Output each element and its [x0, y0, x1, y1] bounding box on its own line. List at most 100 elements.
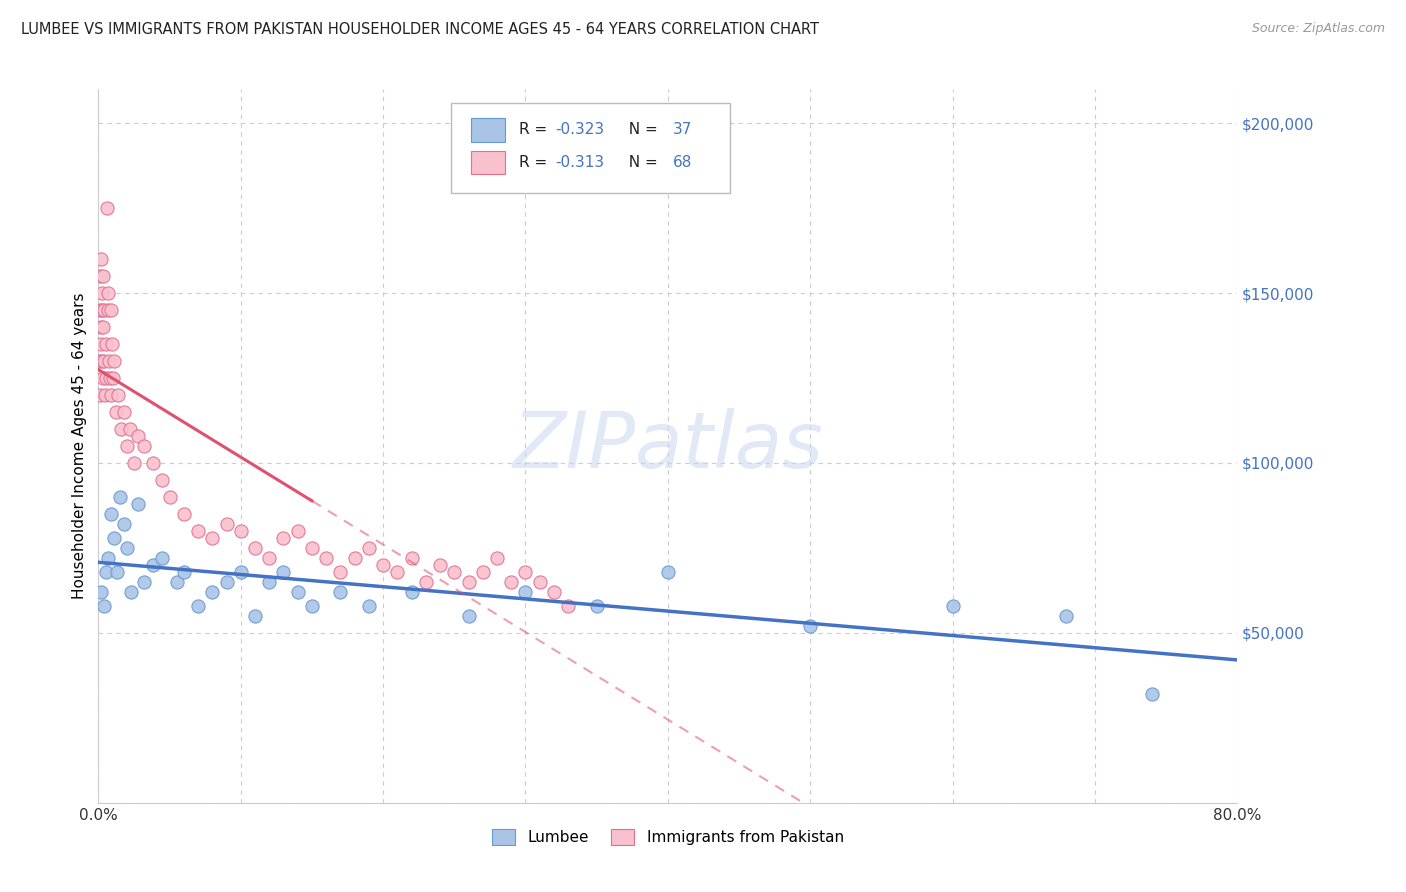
Point — [89, 303, 111, 318]
Point — [401, 585, 423, 599]
Text: ZIPatlas: ZIPatlas — [512, 408, 824, 484]
Point — [229, 524, 252, 538]
Point — [97, 286, 120, 301]
Point — [132, 439, 155, 453]
Point — [273, 531, 295, 545]
Point — [93, 303, 115, 318]
Point — [96, 201, 118, 215]
Point — [98, 354, 121, 368]
Point — [273, 565, 295, 579]
Point — [501, 574, 523, 589]
Point — [90, 303, 112, 318]
Point — [94, 388, 117, 402]
Text: LUMBEE VS IMMIGRANTS FROM PAKISTAN HOUSEHOLDER INCOME AGES 45 - 64 YEARS CORRELA: LUMBEE VS IMMIGRANTS FROM PAKISTAN HOUSE… — [21, 22, 820, 37]
Point — [173, 507, 195, 521]
Point — [90, 585, 112, 599]
Point — [529, 574, 551, 589]
Point — [100, 388, 122, 402]
Point — [415, 574, 437, 589]
Point — [187, 524, 209, 538]
Point — [100, 303, 122, 318]
Point — [585, 599, 607, 613]
Legend: Lumbee, Immigrants from Pakistan: Lumbee, Immigrants from Pakistan — [492, 830, 844, 845]
Text: -0.313: -0.313 — [555, 155, 605, 170]
Point — [103, 531, 125, 545]
Point — [371, 558, 394, 572]
Point — [110, 422, 132, 436]
Point — [471, 565, 494, 579]
Point — [94, 565, 117, 579]
Point — [557, 599, 579, 613]
Point — [118, 422, 141, 436]
Point — [101, 337, 124, 351]
Point — [90, 337, 112, 351]
Text: 68: 68 — [672, 155, 692, 170]
Point — [457, 608, 479, 623]
Point — [93, 354, 115, 368]
Point — [357, 541, 380, 555]
Point — [97, 551, 120, 566]
Text: R =: R = — [519, 122, 551, 137]
Point — [173, 565, 195, 579]
Point — [112, 405, 135, 419]
Y-axis label: Householder Income Ages 45 - 64 years: Householder Income Ages 45 - 64 years — [72, 293, 87, 599]
Point — [90, 252, 112, 266]
Point — [429, 558, 451, 572]
Point — [101, 371, 124, 385]
Point — [115, 541, 138, 555]
Point — [141, 558, 163, 572]
Point — [127, 497, 149, 511]
Point — [132, 574, 155, 589]
Point — [104, 405, 127, 419]
FancyBboxPatch shape — [451, 103, 731, 193]
Point — [122, 456, 145, 470]
Point — [98, 371, 121, 385]
Point — [243, 608, 266, 623]
Text: N =: N = — [619, 155, 662, 170]
Point — [127, 429, 149, 443]
Point — [201, 531, 224, 545]
Point — [94, 337, 117, 351]
Point — [105, 565, 128, 579]
Point — [799, 619, 821, 633]
Point — [152, 551, 174, 566]
Point — [201, 585, 224, 599]
Point — [166, 574, 188, 589]
Point — [103, 354, 125, 368]
Point — [89, 354, 111, 368]
Text: R =: R = — [519, 155, 551, 170]
Point — [115, 439, 138, 453]
Point — [215, 574, 238, 589]
Point — [657, 565, 679, 579]
Text: N =: N = — [619, 122, 662, 137]
Text: -0.323: -0.323 — [555, 122, 605, 137]
Point — [159, 490, 181, 504]
Point — [343, 551, 366, 566]
Point — [97, 303, 120, 318]
Point — [89, 388, 111, 402]
Point — [315, 551, 337, 566]
Point — [1056, 608, 1078, 623]
Point — [942, 599, 965, 613]
FancyBboxPatch shape — [471, 151, 505, 175]
Point — [259, 574, 281, 589]
Point — [443, 565, 465, 579]
Point — [91, 354, 114, 368]
Point — [457, 574, 479, 589]
Point — [100, 507, 122, 521]
Point — [486, 551, 509, 566]
Point — [301, 541, 323, 555]
Point — [357, 599, 380, 613]
Point — [107, 388, 129, 402]
Point — [91, 320, 114, 334]
Point — [1140, 687, 1163, 701]
Text: 37: 37 — [672, 122, 692, 137]
Point — [91, 286, 114, 301]
Point — [108, 490, 131, 504]
Point — [387, 565, 409, 579]
Point — [91, 371, 114, 385]
Text: Source: ZipAtlas.com: Source: ZipAtlas.com — [1251, 22, 1385, 36]
Point — [287, 524, 309, 538]
Point — [112, 517, 135, 532]
FancyBboxPatch shape — [471, 118, 505, 142]
